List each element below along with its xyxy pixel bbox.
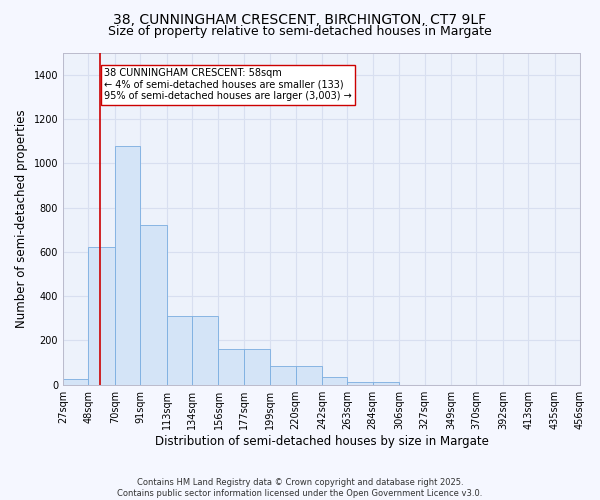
Bar <box>373 382 399 384</box>
Bar <box>140 225 167 384</box>
Bar <box>167 316 192 384</box>
Bar <box>115 146 140 384</box>
Text: Contains HM Land Registry data © Crown copyright and database right 2025.
Contai: Contains HM Land Registry data © Crown c… <box>118 478 482 498</box>
Text: 38, CUNNINGHAM CRESCENT, BIRCHINGTON, CT7 9LF: 38, CUNNINGHAM CRESCENT, BIRCHINGTON, CT… <box>113 12 487 26</box>
X-axis label: Distribution of semi-detached houses by size in Margate: Distribution of semi-detached houses by … <box>155 434 488 448</box>
Bar <box>322 377 347 384</box>
Bar <box>244 350 271 384</box>
Bar <box>88 248 115 384</box>
Text: Size of property relative to semi-detached houses in Margate: Size of property relative to semi-detach… <box>108 25 492 38</box>
Y-axis label: Number of semi-detached properties: Number of semi-detached properties <box>15 110 28 328</box>
Bar <box>296 366 322 384</box>
Bar <box>218 350 244 384</box>
Text: 38 CUNNINGHAM CRESCENT: 58sqm
← 4% of semi-detached houses are smaller (133)
95%: 38 CUNNINGHAM CRESCENT: 58sqm ← 4% of se… <box>104 68 352 101</box>
Bar <box>63 379 88 384</box>
Bar <box>192 316 218 384</box>
Bar <box>347 382 373 384</box>
Bar <box>271 366 296 384</box>
